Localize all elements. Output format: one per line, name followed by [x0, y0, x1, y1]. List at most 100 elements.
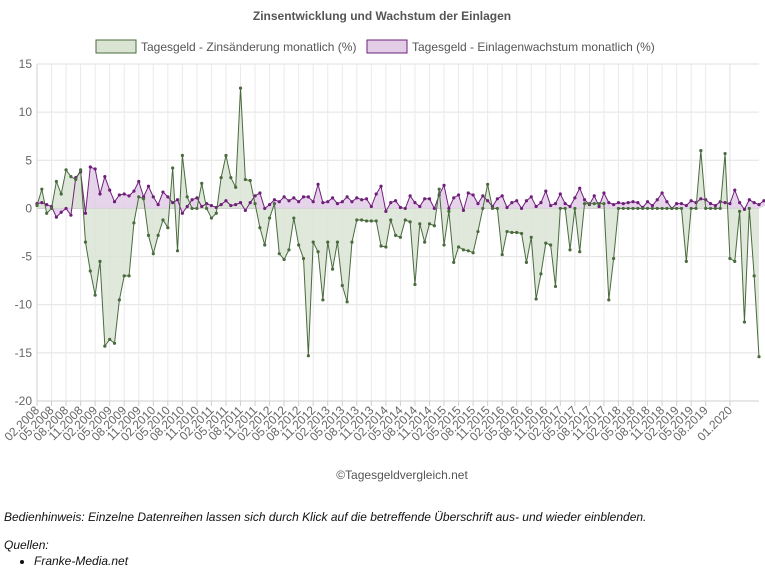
data-point-1[interactable] — [171, 201, 175, 205]
data-point-1[interactable] — [466, 191, 470, 195]
data-point-1[interactable] — [161, 190, 165, 194]
data-point-0[interactable] — [374, 219, 378, 223]
data-point-1[interactable] — [321, 201, 325, 205]
data-point-1[interactable] — [350, 200, 354, 204]
data-point-1[interactable] — [418, 204, 422, 209]
data-point-0[interactable] — [292, 216, 296, 220]
data-point-1[interactable] — [510, 201, 514, 205]
data-point-1[interactable] — [631, 200, 635, 204]
data-point-0[interactable] — [423, 240, 427, 244]
data-point-0[interactable] — [515, 230, 519, 235]
data-point-0[interactable] — [69, 175, 73, 179]
data-point-0[interactable] — [98, 259, 102, 263]
data-point-1[interactable] — [461, 208, 466, 212]
data-point-0[interactable] — [103, 344, 107, 348]
data-point-1[interactable] — [675, 202, 679, 206]
data-point-1[interactable] — [287, 199, 291, 203]
data-point-1[interactable] — [713, 203, 717, 208]
data-point-0[interactable] — [568, 248, 572, 252]
data-point-1[interactable] — [544, 189, 548, 193]
data-point-1[interactable] — [258, 191, 262, 195]
data-point-1[interactable] — [64, 206, 68, 211]
data-point-0[interactable] — [636, 206, 640, 211]
data-point-0[interactable] — [602, 202, 606, 206]
data-point-1[interactable] — [137, 179, 141, 184]
data-point-0[interactable] — [481, 206, 485, 211]
data-point-0[interactable] — [45, 211, 49, 215]
data-point-1[interactable] — [253, 194, 257, 198]
data-point-0[interactable] — [335, 240, 340, 244]
data-point-0[interactable] — [708, 206, 713, 211]
data-point-0[interactable] — [282, 257, 286, 262]
data-point-0[interactable] — [209, 216, 214, 220]
data-point-0[interactable] — [122, 274, 126, 278]
data-point-0[interactable] — [607, 298, 611, 302]
data-point-1[interactable] — [607, 201, 611, 205]
data-point-1[interactable] — [708, 202, 713, 206]
data-point-1[interactable] — [423, 197, 427, 201]
data-point-1[interactable] — [185, 204, 189, 209]
data-point-0[interactable] — [224, 153, 228, 158]
data-point-0[interactable] — [93, 293, 97, 297]
data-point-1[interactable] — [345, 195, 349, 199]
data-point-0[interactable] — [267, 216, 272, 220]
data-point-1[interactable] — [456, 193, 461, 197]
data-point-1[interactable] — [335, 202, 340, 206]
data-point-1[interactable] — [200, 204, 204, 209]
data-point-1[interactable] — [340, 200, 344, 204]
legend-item-einlagenwachstum[interactable]: Tagesgeld - Einlagenwachstum monatlich (… — [366, 39, 655, 54]
data-point-0[interactable] — [64, 168, 68, 172]
data-point-0[interactable] — [432, 224, 436, 228]
data-point-1[interactable] — [403, 206, 407, 211]
data-point-0[interactable] — [704, 206, 708, 211]
data-point-1[interactable] — [408, 194, 412, 198]
data-point-0[interactable] — [718, 206, 722, 211]
data-point-0[interactable] — [752, 274, 756, 278]
data-point-0[interactable] — [345, 300, 349, 304]
data-point-1[interactable] — [297, 200, 301, 204]
data-point-1[interactable] — [364, 197, 369, 201]
data-point-1[interactable] — [263, 206, 267, 211]
data-point-1[interactable] — [762, 199, 765, 203]
data-point-0[interactable] — [79, 168, 83, 172]
data-point-1[interactable] — [146, 184, 151, 188]
data-point-1[interactable] — [103, 175, 107, 179]
data-point-0[interactable] — [59, 192, 63, 196]
data-point-0[interactable] — [442, 243, 446, 247]
data-point-1[interactable] — [553, 202, 558, 206]
data-point-0[interactable] — [534, 297, 538, 301]
data-point-1[interactable] — [602, 191, 606, 195]
data-point-0[interactable] — [185, 195, 189, 199]
data-point-1[interactable] — [505, 205, 509, 210]
data-point-0[interactable] — [747, 206, 751, 211]
data-point-0[interactable] — [229, 176, 233, 180]
data-point-0[interactable] — [248, 178, 252, 183]
data-point-1[interactable] — [563, 202, 567, 206]
data-point-0[interactable] — [253, 202, 257, 206]
data-point-1[interactable] — [500, 194, 504, 198]
data-point-0[interactable] — [524, 260, 529, 264]
data-point-1[interactable] — [355, 196, 359, 200]
data-point-0[interactable] — [733, 259, 737, 263]
data-point-1[interactable] — [481, 194, 485, 198]
data-point-1[interactable] — [282, 195, 286, 199]
data-point-0[interactable] — [379, 244, 383, 248]
data-point-0[interactable] — [393, 233, 398, 237]
data-point-1[interactable] — [224, 199, 228, 203]
data-point-0[interactable] — [355, 218, 359, 222]
data-point-0[interactable] — [205, 206, 209, 211]
data-point-1[interactable] — [122, 192, 126, 196]
data-point-1[interactable] — [54, 215, 58, 219]
data-point-1[interactable] — [398, 205, 403, 210]
data-point-0[interactable] — [558, 206, 562, 211]
data-point-0[interactable] — [660, 206, 664, 211]
data-point-1[interactable] — [112, 200, 117, 204]
data-point-0[interactable] — [626, 206, 630, 211]
data-point-0[interactable] — [447, 209, 451, 213]
data-point-1[interactable] — [723, 201, 727, 205]
data-point-1[interactable] — [59, 210, 63, 214]
data-point-0[interactable] — [88, 269, 92, 273]
data-point-0[interactable] — [156, 233, 160, 237]
data-point-0[interactable] — [427, 222, 432, 226]
data-point-0[interactable] — [297, 243, 301, 247]
